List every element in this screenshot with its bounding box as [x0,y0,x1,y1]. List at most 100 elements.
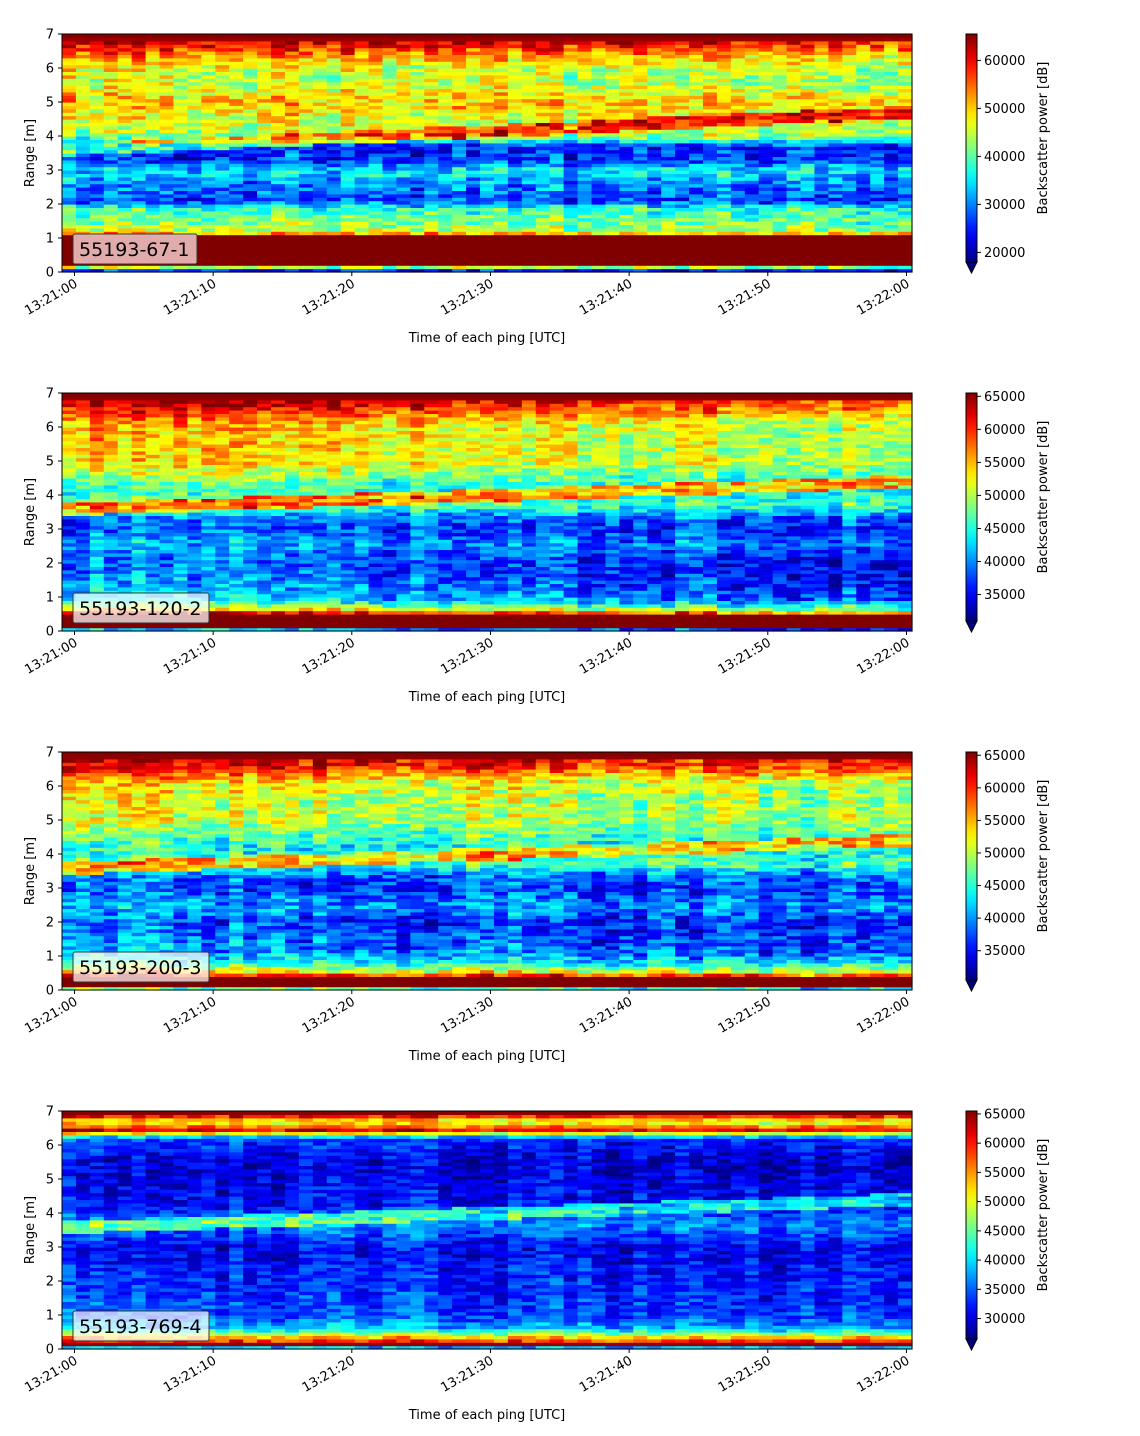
heatmap-cell [786,57,802,62]
heatmap-cell [480,204,495,208]
heatmap-cell [856,156,871,161]
heatmap-cell [410,153,425,157]
heatmap-cell [591,187,607,191]
heatmap-cell [521,248,537,253]
heatmap-cell [410,142,425,147]
heatmap-cell [243,214,258,219]
heatmap-cell [284,156,300,161]
colorbar-tick-label: 40000 [984,150,1025,165]
heatmap-cell [521,119,537,123]
heatmap-cell [326,163,342,168]
heatmap-cell [62,166,77,171]
heatmap-cell [675,88,690,93]
heatmap-cell [354,129,370,134]
heatmap-cell [298,210,314,215]
heatmap-cell [814,122,829,127]
heatmap-cell [298,51,314,55]
heatmap-cell [549,159,565,164]
heatmap-cell [382,265,398,270]
heatmap-cell [284,61,300,66]
heatmap-cell [257,255,272,259]
heatmap-cell [633,234,648,239]
heatmap-cell [744,88,760,93]
heatmap-cell [117,166,133,171]
heatmap-cell [89,34,105,38]
heatmap-cell [229,44,244,49]
heatmap-cell [633,51,648,55]
heatmap-cell [117,40,133,45]
heatmap-cell [201,105,216,110]
heatmap-cell [382,224,398,229]
heatmap-cell [257,248,272,253]
heatmap-cell [103,423,119,428]
heatmap-cell [814,54,829,59]
heatmap-cell [744,204,760,208]
heatmap-cell [884,187,899,191]
heatmap-cell [647,258,662,263]
heatmap-cell [145,454,161,459]
heatmap-cell [298,234,314,239]
heatmap-cell [284,207,300,212]
heatmap-cell [549,255,565,259]
heatmap-cell [75,569,91,574]
heatmap-cell [480,91,495,96]
heatmap-cell [187,190,202,195]
heatmap-cell [201,258,216,263]
heatmap-cell [89,54,105,59]
heatmap-cell [410,190,425,195]
heatmap-cell [75,68,91,72]
heatmap-cell [354,187,370,191]
heatmap-cell [577,71,593,76]
heatmap-cell [103,268,119,273]
heatmap-cell [633,74,648,79]
heatmap-cell [131,180,147,185]
heatmap-cell [521,238,537,242]
heatmap-cell [521,105,537,110]
heatmap-cell [368,136,384,140]
heatmap-cell [577,78,593,83]
heatmap-cell [577,214,593,219]
heatmap-cell [145,403,161,408]
heatmap-cell [661,85,676,89]
heatmap-cell [103,580,119,584]
heatmap-cell [326,102,342,106]
heatmap-cell [452,81,467,86]
heatmap-cell [786,108,802,113]
heatmap-cell [647,153,662,157]
heatmap-cell [62,532,77,537]
heatmap-cell [215,108,230,113]
heatmap-cell [187,57,202,62]
heatmap-cell [480,40,495,45]
heatmap-cell [535,227,551,232]
heatmap-cell [675,248,690,253]
heatmap-cell [89,491,105,496]
heatmap-cell [75,495,91,499]
heatmap-cell [800,102,816,106]
heatmap-cell [396,57,411,62]
heatmap-cell [103,430,119,435]
heatmap-cell [493,91,509,96]
heatmap-cell [884,258,899,263]
heatmap-cell [243,149,258,154]
heatmap-cell [675,163,690,168]
heatmap-cell [410,44,425,49]
heatmap-cell [689,105,704,110]
heatmap-cell [870,98,885,103]
heatmap-cell [396,102,411,106]
heatmap-cell [758,112,774,117]
heatmap-cell [689,163,704,168]
heatmap-cell [549,54,565,59]
heatmap-cell [675,207,690,212]
heatmap-cell [201,265,216,270]
heatmap-cell [117,224,133,229]
heatmap-cell [870,88,885,93]
heatmap-cell [62,176,77,181]
heatmap-cell [257,44,272,49]
heatmap-cell [758,61,774,66]
heatmap-cell [661,244,676,249]
heatmap-cell [842,153,857,157]
heatmap-cell [702,37,718,42]
heatmap-cell [243,197,258,202]
heatmap-cell [772,217,788,222]
heatmap-cell [75,525,91,530]
